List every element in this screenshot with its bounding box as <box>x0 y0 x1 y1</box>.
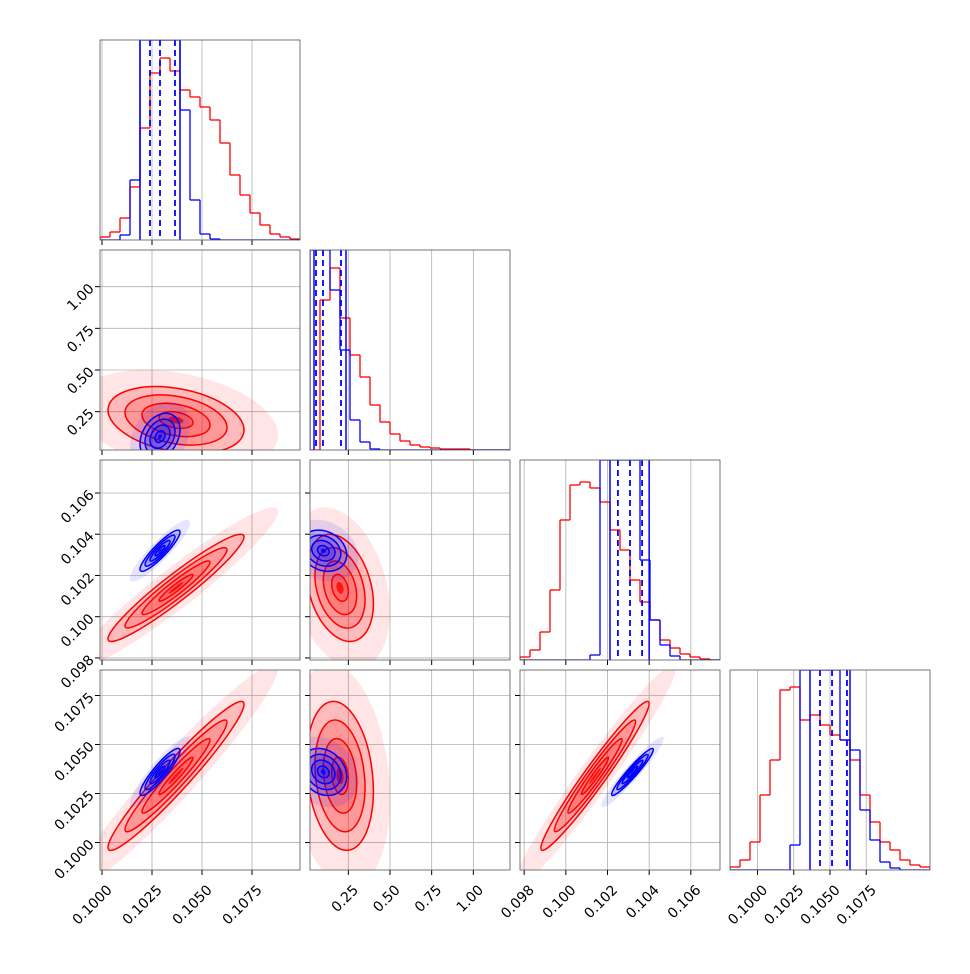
axes-frame <box>309 249 511 451</box>
plot-area <box>520 670 720 870</box>
x-tick-label: 0.1075 <box>834 882 880 928</box>
x-tick-label: 0.1025 <box>761 882 807 928</box>
x-tick-label: 0.1025 <box>120 882 166 928</box>
plot-area <box>100 670 300 870</box>
plot-area <box>100 250 300 450</box>
y-tick-label: 0.1000 <box>52 837 98 883</box>
density-peak <box>336 767 344 785</box>
density-peak <box>168 581 184 594</box>
axes-frame <box>519 459 721 661</box>
y-tick-label: 0.104 <box>58 529 98 569</box>
x-tick-label: 0.102 <box>581 882 621 922</box>
density-peak <box>168 767 184 785</box>
axes-frame <box>99 459 301 661</box>
y-tick-label: 0.102 <box>58 570 98 610</box>
y-tick-label: 0.098 <box>58 652 98 692</box>
axes-frame <box>309 669 511 871</box>
panel <box>305 459 511 665</box>
density-peak <box>157 548 163 553</box>
density-peak <box>157 769 163 775</box>
axes-frame <box>729 669 931 871</box>
plot-area <box>310 460 510 660</box>
plot-area <box>730 670 930 870</box>
x-tick-label: 1.00 <box>454 882 487 915</box>
x-tick-label: 0.75 <box>412 882 445 915</box>
x-tick-label: 0.25 <box>329 882 362 915</box>
x-tick-label: 0.100 <box>540 882 580 922</box>
y-tick-label: 0.1025 <box>52 788 98 834</box>
y-tick-label: 0.75 <box>64 323 97 356</box>
panel <box>309 249 511 455</box>
axes-frame <box>99 669 301 871</box>
x-tick-label: 0.104 <box>623 882 663 922</box>
density-peak <box>157 434 163 440</box>
y-tick-label: 0.100 <box>58 611 98 651</box>
x-tick-label: 0.1075 <box>220 882 266 928</box>
density-peak <box>320 548 326 553</box>
panel <box>519 459 721 665</box>
x-tick-label: 0.1050 <box>170 882 216 928</box>
plot-area <box>310 670 510 870</box>
density-peak <box>589 767 601 785</box>
axes-frame <box>99 249 301 451</box>
y-tick-label: 0.50 <box>64 364 97 397</box>
x-tick-label: 0.1000 <box>70 882 116 928</box>
plot-area <box>520 460 720 660</box>
plot-area <box>310 250 510 450</box>
panel: 0.1000 0.1025 0.1050 0.10750.10000.10250.10… <box>52 669 301 928</box>
plot-area <box>100 40 300 240</box>
density-peak <box>336 581 344 594</box>
y-tick-label: 0.106 <box>58 487 98 527</box>
x-tick-label: 0.098 <box>498 882 538 922</box>
x-tick-label: 0.1050 <box>798 882 844 928</box>
plot-area <box>100 460 300 660</box>
panel <box>99 39 301 245</box>
axes-frame <box>309 459 511 661</box>
x-tick-label: 0.106 <box>665 882 705 922</box>
y-tick-label: 1.00 <box>64 281 97 314</box>
y-tick-label: 0.1050 <box>52 739 98 785</box>
x-tick-label: 0.50 <box>370 882 403 915</box>
axes-frame <box>99 39 301 241</box>
panel: 0.25 0.50 0.75 1.00 <box>64 249 301 455</box>
density-peak <box>320 769 326 775</box>
y-tick-label: 0.1075 <box>52 690 98 736</box>
density-peak <box>630 769 635 775</box>
axes-frame <box>519 669 721 871</box>
y-tick-label: 0.25 <box>64 406 97 439</box>
x-tick-label: 0.1000 <box>725 882 771 928</box>
